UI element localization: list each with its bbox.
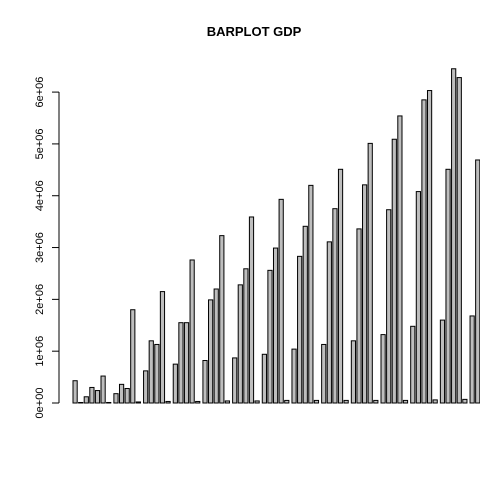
bar [284,399,290,404]
bar [154,343,160,404]
y-tick-label: 6e+06 [34,77,46,108]
bar [72,380,78,404]
bar [356,228,362,404]
bar [373,399,379,404]
y-tick-label: 1e+06 [34,336,46,367]
bar [254,400,260,404]
bar [326,241,332,404]
bar [106,401,112,404]
bar [475,159,480,404]
bar [213,288,219,404]
bar [202,360,208,404]
bar [224,400,231,404]
bar [445,168,451,404]
bar [313,399,320,404]
bar [439,319,446,404]
bar [350,340,357,404]
bar [159,291,166,404]
bar [195,400,201,404]
bar [343,399,349,404]
bar [397,115,403,404]
bar [421,99,427,404]
bar [451,68,457,404]
y-tick-label: 5e+06 [34,128,46,159]
chart-title: BARPLOT GDP [207,24,302,39]
bar [178,322,184,404]
bar [332,208,338,404]
bar [391,138,397,404]
bar [402,399,409,404]
bar [267,269,273,404]
bar [278,198,284,404]
bar [219,235,225,404]
y-tick-label: 3e+06 [34,232,46,263]
bar [291,348,297,404]
bar [172,363,178,404]
bar [410,325,416,404]
y-tick-label: 2e+06 [34,284,46,315]
bar [297,255,303,404]
bar [415,191,421,404]
bar [83,396,89,404]
bar [100,375,106,404]
bar [243,268,249,404]
bar [302,225,308,404]
bar [208,299,214,404]
bar [94,390,101,404]
bar [367,142,373,404]
bar [308,184,314,404]
bar [261,353,267,404]
bar [237,284,243,404]
bar [462,398,468,404]
bar [248,216,255,404]
bar [89,386,95,404]
bar [118,383,125,404]
y-tick-label: 4e+06 [34,180,46,211]
bar [386,209,392,404]
y-tick-label: 0e+00 [34,388,46,419]
bar [456,77,462,404]
bar [148,340,154,404]
bar [124,387,130,404]
bars [72,68,480,404]
bar [78,401,84,404]
bar [130,309,136,404]
bar [337,168,344,404]
bar [380,334,386,404]
bar [321,343,327,404]
bar [362,184,368,404]
bar [165,400,171,404]
bar [432,399,438,404]
y-axis: 0e+00 1e+06 2e+06 3e+06 4e+06 5e+06 6e+06 [34,77,60,419]
bar [135,401,141,404]
bar [232,357,238,404]
bar [189,259,195,404]
bar [183,322,190,404]
bar [426,90,433,404]
bar [469,315,475,404]
bar [113,393,119,404]
bar [143,370,149,404]
bar [272,247,279,404]
